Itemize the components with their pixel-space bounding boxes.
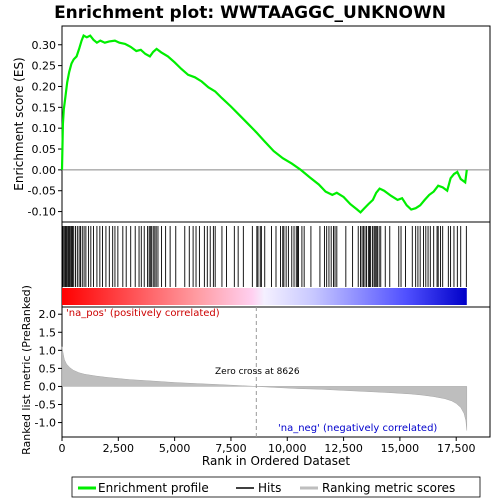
es-y-tick-label: 0.25	[32, 60, 57, 73]
es-y-tick-label: 0.30	[32, 39, 57, 52]
es-y-tick-label: 0.10	[32, 122, 57, 135]
x-ticks: 0 2,500 5,000 7,500 10,000 12,500 15,000 17,500	[59, 437, 476, 455]
x-axis-label: Rank in Ordered Dataset	[202, 454, 350, 468]
hit-marks	[62, 226, 467, 287]
x-tick-label: 17,500	[437, 442, 476, 455]
legend-enrichment-label: Enrichment profile	[98, 481, 209, 495]
metric-y-tick-label: -1.0	[35, 417, 56, 430]
enrichment-panel-frame	[61, 25, 491, 223]
es-y-ticks: -0.10 -0.05 0.00 0.05 0.10 0.15 0.20 0.25 0.30	[28, 39, 62, 219]
hits-panel	[61, 221, 491, 308]
metric-y-tick-label: 0.5	[39, 362, 57, 375]
es-y-axis-label: Enrichment score (ES)	[12, 57, 26, 190]
es-y-tick-label: 0.20	[32, 80, 57, 93]
legend-hits-label: Hits	[258, 481, 281, 495]
x-tick-label: 5,000	[159, 442, 191, 455]
es-y-tick-label: -0.10	[28, 206, 56, 219]
es-y-tick-label: 0.15	[32, 101, 57, 114]
x-tick-label: 15,000	[381, 442, 420, 455]
metric-y-tick-label: 0.0	[39, 380, 57, 393]
metric-y-ticks: -1.0 -0.5 0.0 0.5 1.0 1.5 2.0	[35, 308, 62, 430]
legend-box	[71, 476, 481, 498]
zero-cross-label: Zero cross at 8626	[215, 367, 300, 377]
es-y-tick-label: 0.00	[32, 164, 57, 177]
metric-y-tick-label: 1.0	[39, 344, 57, 357]
enrichment-profile-line	[60, 34, 468, 214]
x-tick-label: 2,500	[103, 442, 135, 455]
metric-panel: -1.0 -0.5 0.0 0.5 1.0 1.5 2.0 'na_pos' (positi…	[20, 285, 491, 468]
metric-panel-frame	[61, 306, 491, 438]
chart-title: Enrichment plot: WWTAAGGC_UNKNOWN	[54, 3, 446, 23]
x-tick-label: 7,500	[215, 442, 247, 455]
metric-y-tick-label: 2.0	[39, 308, 57, 321]
negative-correlation-label: 'na_neg' (negatively correlated)	[278, 423, 437, 434]
es-y-tick-label: 0.05	[32, 143, 57, 156]
legend: Enrichment profile Hits Ranking metric s…	[71, 476, 481, 498]
x-tick-label: 12,500	[324, 442, 363, 455]
metric-y-tick-label: 1.5	[39, 326, 57, 339]
legend-metric-label: Ranking metric scores	[322, 481, 455, 495]
x-tick-label: 10,000	[268, 442, 307, 455]
metric-y-axis-label: Ranked list metric (PreRanked)	[20, 285, 33, 455]
positive-correlation-label: 'na_pos' (positively correlated)	[66, 308, 220, 319]
enrichment-panel: -0.10 -0.05 0.00 0.05 0.10 0.15 0.20 0.25 0.30 E…	[12, 25, 491, 223]
es-y-tick-label: -0.05	[28, 185, 56, 198]
metric-y-tick-label: -0.5	[35, 399, 56, 412]
x-tick-label: 0	[59, 442, 66, 455]
rank-color-bar	[62, 288, 467, 305]
